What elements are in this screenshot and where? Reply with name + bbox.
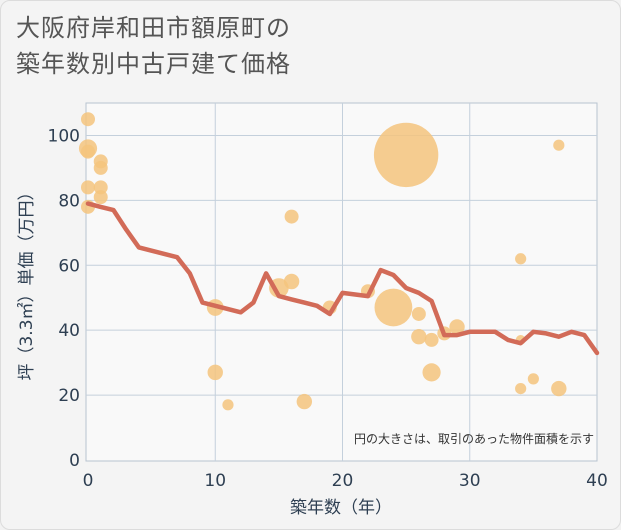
data-bubble	[515, 253, 527, 265]
y-tick-label: 40	[58, 321, 80, 341]
data-bubble	[515, 383, 527, 395]
y-tick-label: 80	[58, 191, 80, 211]
y-tick-label: 60	[58, 256, 80, 276]
x-axis-title: 築年数（年）	[290, 498, 392, 518]
data-bubble	[81, 180, 95, 195]
trend-series	[85, 201, 600, 356]
trend-line	[85, 201, 600, 356]
bubble-size-note: 円の大きさは、取引のあった物件面積を示す	[354, 431, 594, 446]
y-tick-labels: 0 20 40 60 80 100	[48, 126, 80, 471]
data-bubble	[81, 112, 95, 127]
data-bubble	[553, 139, 565, 151]
data-bubble	[411, 328, 427, 345]
data-bubble	[93, 180, 108, 195]
data-bubble	[93, 190, 108, 205]
data-bubble	[373, 122, 439, 188]
data-bubble	[374, 288, 413, 327]
y-tick-label: 20	[58, 386, 80, 406]
data-bubble	[527, 373, 539, 385]
grid-lines	[86, 103, 597, 461]
data-bubble	[424, 332, 439, 347]
y-axis-title: 坪（3.3㎡）単価（万円）	[17, 183, 37, 380]
x-tick-labels: 0 10 20 30 40	[83, 471, 608, 491]
x-tick-label: 0	[83, 471, 94, 491]
data-bubble	[207, 364, 223, 381]
data-bubble	[296, 393, 313, 410]
data-bubble	[81, 144, 95, 159]
data-bubble	[93, 160, 108, 175]
x-tick-label: 20	[332, 471, 354, 491]
y-tick-label: 0	[69, 451, 80, 471]
data-bubble	[283, 273, 300, 290]
x-tick-label: 10	[204, 471, 226, 491]
title-line-2: 築年数別中古戸建て価格	[16, 50, 291, 78]
y-tick-label: 100	[48, 126, 80, 146]
data-bubble	[411, 306, 426, 321]
chart-title: 大阪府岸和田市額原町の 築年数別中古戸建て価格	[16, 10, 291, 82]
data-bubble	[551, 380, 567, 397]
title-line-1: 大阪府岸和田市額原町の	[16, 14, 291, 42]
data-bubble	[222, 399, 234, 411]
data-bubble	[284, 209, 299, 224]
plot-area	[85, 102, 598, 462]
x-tick-label: 40	[586, 471, 608, 491]
data-bubble	[422, 363, 441, 382]
x-tick-label: 30	[459, 471, 481, 491]
data-bubble	[449, 319, 465, 335]
